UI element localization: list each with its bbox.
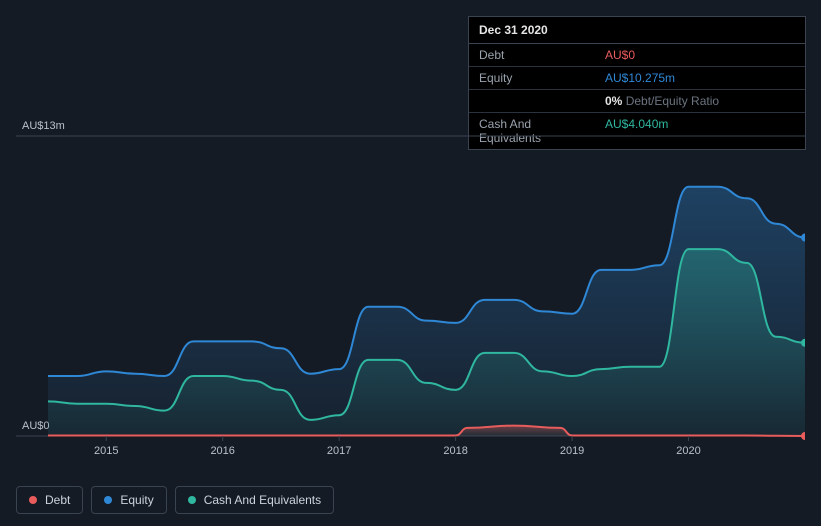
chart-container: AU$13m AU$0 201520162017201820192020: [16, 120, 805, 466]
tooltip-row-value: 0% Debt/Equity Ratio: [595, 90, 805, 112]
tooltip-row: EquityAU$10.275m: [469, 67, 805, 90]
legend-item[interactable]: Equity: [91, 486, 166, 514]
legend-dot: [188, 496, 196, 504]
tooltip-row-value: AU$10.275m: [595, 67, 805, 89]
legend-label: Cash And Equivalents: [204, 493, 321, 507]
tooltip-row: 0% Debt/Equity Ratio: [469, 90, 805, 113]
legend: Debt Equity Cash And Equivalents: [16, 486, 334, 514]
tooltip-date: Dec 31 2020: [469, 17, 805, 44]
legend-item[interactable]: Cash And Equivalents: [175, 486, 334, 514]
tooltip-row-value: AU$0: [595, 44, 805, 66]
legend-label: Debt: [45, 493, 70, 507]
legend-dot: [104, 496, 112, 504]
x-tick-label: 2020: [676, 445, 700, 457]
tooltip-row-label: Debt: [469, 44, 595, 66]
tooltip-row-label: Equity: [469, 67, 595, 89]
legend-item[interactable]: Debt: [16, 486, 83, 514]
area-chart: 2015 2016 2017 2018 2019 2020: [16, 120, 805, 466]
tooltip-row-label: [469, 90, 595, 112]
x-tick-label: 2019: [560, 445, 584, 457]
tooltip-row: DebtAU$0: [469, 44, 805, 67]
legend-label: Equity: [120, 493, 153, 507]
legend-dot: [29, 496, 37, 504]
x-tick-label: 2018: [443, 445, 467, 457]
x-tick-label: 2016: [210, 445, 234, 457]
x-tick-label: 2015: [94, 445, 118, 457]
x-tick-label: 2017: [327, 445, 351, 457]
